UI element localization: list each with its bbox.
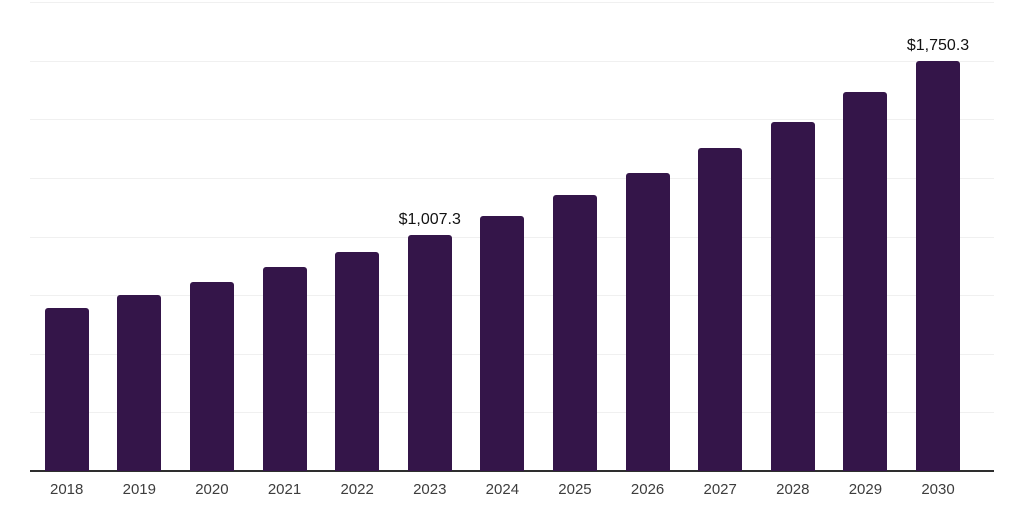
x-tick-2028: 2028	[776, 481, 810, 498]
bar-2024	[480, 216, 525, 471]
bar-2029	[843, 91, 888, 471]
bar-2030	[916, 60, 961, 471]
bar-2022	[335, 252, 380, 471]
x-tick-2026: 2026	[630, 481, 665, 498]
plot-area: $1,007.3 $1,750.3	[30, 2, 994, 472]
gridline	[30, 119, 994, 121]
bar-2021	[262, 267, 307, 471]
x-tick-2027: 2027	[703, 481, 737, 498]
data-label-2023: $1,007.3	[398, 210, 461, 228]
bar-2026	[625, 172, 670, 471]
gridline	[30, 2, 994, 3]
x-tick-2020: 2020	[195, 481, 229, 498]
x-tick-2025: 2025	[558, 481, 592, 498]
bar-2020	[189, 282, 234, 471]
x-axis-line	[30, 470, 994, 472]
x-tick-2019: 2019	[122, 481, 156, 498]
bar-2025	[552, 195, 597, 471]
x-tick-2021: 2021	[267, 481, 302, 498]
bar-2028	[770, 121, 815, 471]
x-tick-2030: 2030	[921, 481, 955, 498]
data-label-2030: $1,750.3	[906, 36, 970, 54]
gridline	[30, 60, 994, 62]
bar-2019	[117, 295, 162, 471]
gridline	[30, 177, 994, 179]
bar-2027	[698, 147, 743, 471]
x-tick-2023: 2023	[413, 481, 447, 498]
bar-2018	[44, 308, 89, 471]
x-tick-2018: 2018	[50, 481, 84, 498]
x-tick-2022: 2022	[340, 481, 374, 498]
x-tick-2029: 2029	[848, 481, 883, 498]
bar-2023	[407, 234, 452, 471]
x-tick-2024: 2024	[485, 481, 520, 498]
